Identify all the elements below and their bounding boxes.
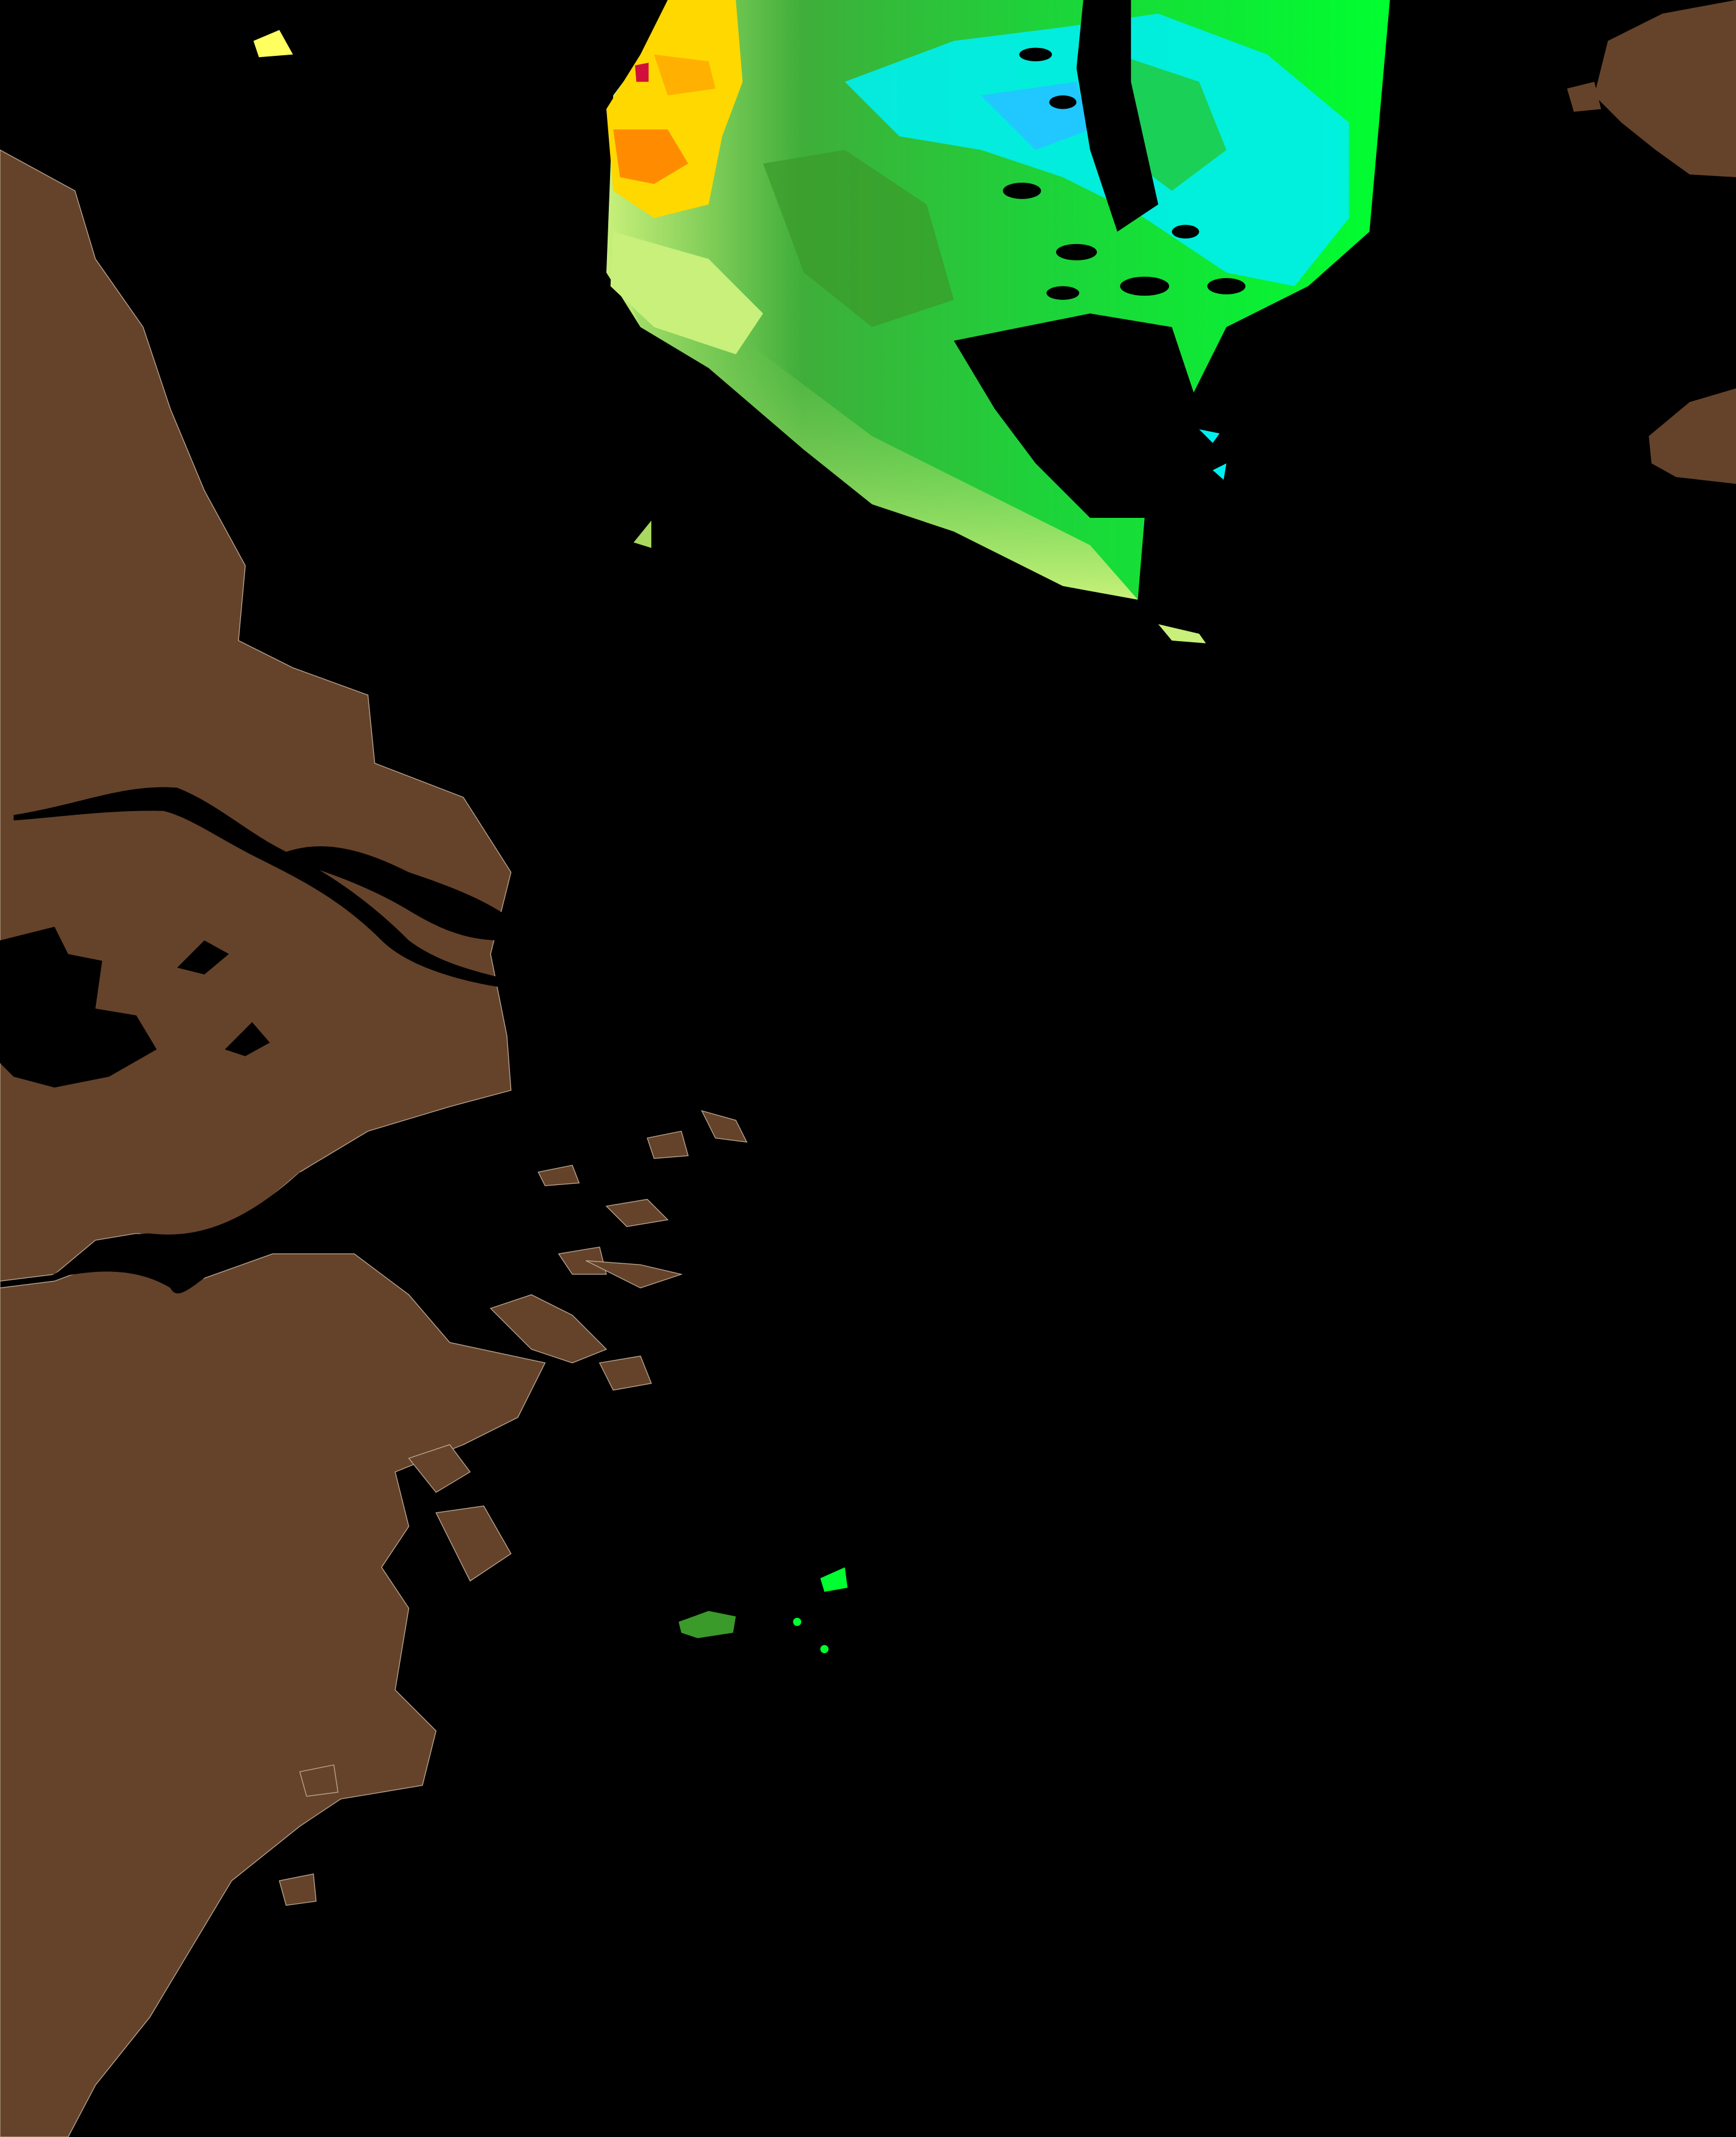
river-channel-north bbox=[286, 846, 507, 940]
small-lake bbox=[225, 1022, 270, 1056]
hangzhou-bay bbox=[41, 1172, 327, 1294]
data-overlay bbox=[253, 0, 1390, 1654]
yangtze-river bbox=[13, 787, 504, 987]
korean-islands bbox=[1567, 0, 1736, 484]
lake-taihu bbox=[0, 926, 157, 1088]
small-lake bbox=[177, 940, 229, 975]
zhoushan-islands bbox=[279, 1110, 748, 1906]
mainland-coast bbox=[0, 149, 546, 2137]
